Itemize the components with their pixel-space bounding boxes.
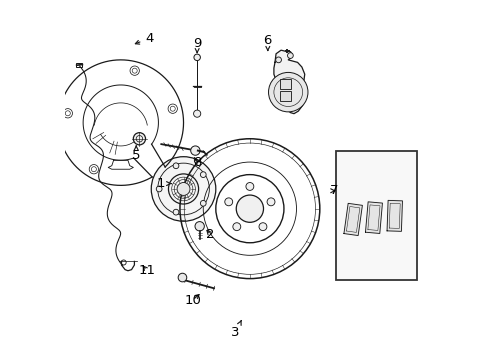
Bar xyxy=(76,63,82,67)
Text: 11: 11 xyxy=(138,264,155,277)
Circle shape xyxy=(275,57,281,63)
Text: 3: 3 xyxy=(231,320,241,339)
Circle shape xyxy=(190,146,200,155)
Polygon shape xyxy=(386,201,402,231)
Circle shape xyxy=(193,110,201,117)
Circle shape xyxy=(173,163,179,168)
Text: 2: 2 xyxy=(206,228,214,241)
Text: 9: 9 xyxy=(193,36,201,53)
Circle shape xyxy=(194,54,200,60)
Text: 10: 10 xyxy=(183,294,201,307)
Circle shape xyxy=(173,209,179,215)
Bar xyxy=(280,78,290,89)
Text: 6: 6 xyxy=(263,34,271,50)
Circle shape xyxy=(200,172,206,177)
Circle shape xyxy=(156,186,162,192)
Text: 7: 7 xyxy=(329,184,338,197)
Text: 5: 5 xyxy=(132,146,140,162)
Bar xyxy=(335,151,416,280)
Polygon shape xyxy=(272,50,304,114)
Text: 4: 4 xyxy=(135,32,153,45)
Circle shape xyxy=(177,183,190,195)
Circle shape xyxy=(224,198,232,206)
Polygon shape xyxy=(343,203,362,235)
Circle shape xyxy=(200,201,206,206)
Circle shape xyxy=(232,223,240,231)
Circle shape xyxy=(151,157,215,221)
Circle shape xyxy=(236,195,263,222)
Bar xyxy=(280,91,290,101)
Circle shape xyxy=(259,223,266,231)
Circle shape xyxy=(245,183,253,190)
Circle shape xyxy=(266,198,274,206)
Text: 1: 1 xyxy=(157,177,171,190)
Text: 8: 8 xyxy=(193,156,201,169)
Circle shape xyxy=(178,273,186,282)
Circle shape xyxy=(195,222,204,231)
Circle shape xyxy=(268,72,307,112)
Circle shape xyxy=(287,53,293,58)
Circle shape xyxy=(133,133,145,145)
Polygon shape xyxy=(365,202,382,234)
